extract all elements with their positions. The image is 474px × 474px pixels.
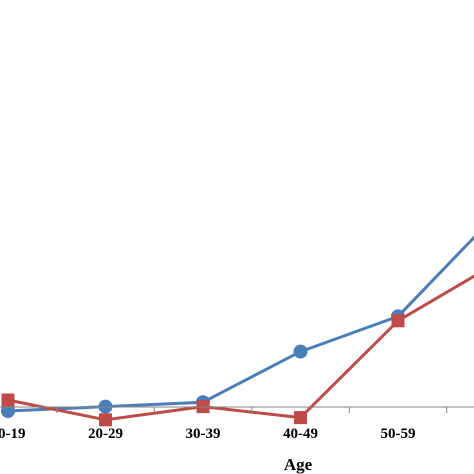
data-point xyxy=(1,393,15,407)
series-line xyxy=(7,274,474,422)
x-axis-title: Age xyxy=(284,455,313,474)
data-point xyxy=(294,411,307,425)
x-tick-label: 10-19 xyxy=(0,426,26,442)
series-1 xyxy=(1,235,474,418)
x-tick-label: 30-39 xyxy=(186,426,221,442)
x-ticks xyxy=(56,407,448,413)
series-layer xyxy=(1,235,474,427)
x-tick-label: 50-59 xyxy=(381,426,416,442)
data-point xyxy=(391,314,405,328)
x-tick-label: 20-29 xyxy=(88,426,123,442)
data-point xyxy=(99,413,112,427)
x-tick-label: 40-49 xyxy=(283,426,318,442)
data-point xyxy=(293,344,308,359)
series-2 xyxy=(1,274,474,427)
